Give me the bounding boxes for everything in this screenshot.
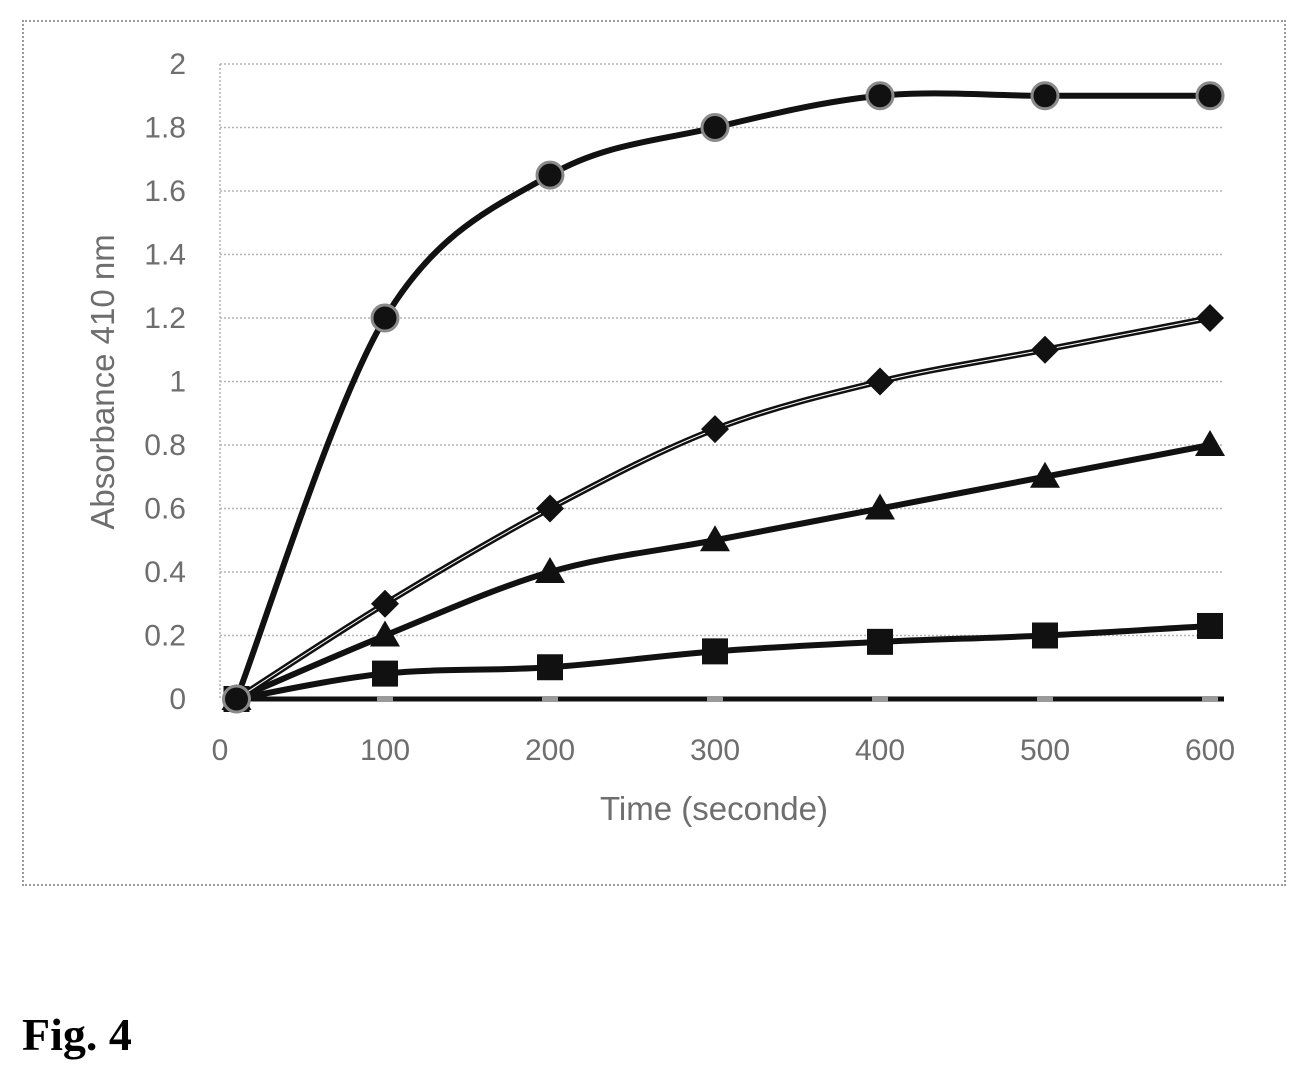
data-point-diamond [1196,304,1224,332]
data-point-diamond [536,494,564,523]
data-point-dash [377,696,393,702]
series-diamond [222,304,1224,713]
data-point-triangle [1030,461,1060,488]
data-point-triangle [1195,430,1225,456]
x-tick-label: 600 [1185,734,1235,767]
data-point-square [1197,612,1223,639]
data-point-square [702,638,728,665]
data-point-dash [1037,696,1053,702]
data-point-square [867,628,893,655]
y-tick-label: 0 [169,683,186,716]
data-point-diamond [866,367,894,396]
x-tick-label: 500 [1020,734,1070,767]
data-point-dash [872,696,888,702]
series-dash [228,696,1224,702]
data-point-circle [370,303,400,333]
series-layer [221,81,1225,714]
figure-caption: Fig. 4 [22,1009,132,1060]
x-tick-label: 100 [360,734,410,767]
x-tick-label: 0 [212,734,229,767]
data-point-square [1032,622,1058,649]
y-tick-label: 1.4 [144,239,186,272]
y-axis-title: Absorbance 410 nm [84,234,121,529]
data-point-diamond [371,589,399,618]
data-point-circle [535,160,565,190]
y-tick-label: 1.8 [144,112,186,145]
data-point-circle [865,81,895,111]
y-tick-label: 1.6 [144,175,186,208]
x-tick-label: 300 [690,734,740,767]
data-point-triangle [535,557,565,583]
data-point-dash [707,696,723,702]
data-point-dash [1202,696,1218,702]
y-tick-label: 2 [169,48,186,81]
x-tick-label: 400 [855,734,905,767]
x-tick-label: 200 [525,734,575,767]
data-point-diamond [1031,335,1059,364]
data-point-dash [542,696,558,702]
y-tick-label: 0.8 [144,429,186,462]
data-point-circle [700,113,730,142]
series-circle [222,81,1225,714]
y-tick-label: 0.6 [144,493,186,526]
data-point-circle [222,684,251,714]
data-point-square [537,654,563,681]
y-tick-label: 0.2 [144,620,186,653]
data-point-square [372,660,398,687]
data-point-diamond [701,415,729,444]
y-tick-label: 1 [169,366,186,399]
data-point-triangle [865,493,895,520]
x-axis-title: Time (seconde) [600,790,828,827]
tick-labels: 0 0.2 0.4 0.6 0.8 1 1.2 1.4 1.6 1.8 2 0 100 200 300 400… [144,48,1235,767]
data-point-circle [1030,81,1060,111]
data-point-triangle [370,620,400,647]
data-point-circle [1195,81,1225,111]
data-point-triangle [700,525,730,552]
y-tick-label: 1.2 [144,302,186,335]
y-tick-label: 0.4 [144,556,186,589]
